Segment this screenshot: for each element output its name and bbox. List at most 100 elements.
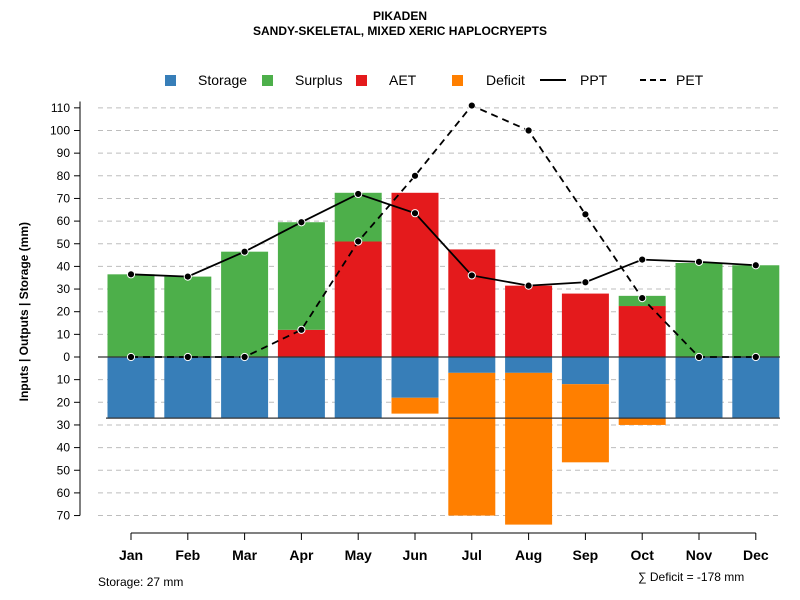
bar-aet-apr — [277, 329, 325, 357]
x-tick-label-nov: Nov — [686, 547, 713, 563]
point-ppt-nov — [694, 257, 704, 266]
legend-label-surplus: Surplus — [295, 72, 343, 88]
point-ppt-jul — [467, 271, 476, 280]
point-ppt-jan — [126, 270, 136, 279]
point-pet-mar — [240, 352, 249, 362]
y-tick-label: 40 — [57, 259, 71, 273]
bar-storage-dec — [732, 357, 780, 419]
legend-label-deficit: Deficit — [486, 72, 525, 88]
x-tick-label-oct: Oct — [631, 547, 655, 563]
line-ppt — [130, 192, 756, 287]
bar-aet-may — [334, 241, 382, 357]
legend-swatch-storage — [165, 74, 176, 86]
legend-swatch-deficit — [452, 74, 463, 86]
point-ppt-sep — [581, 278, 590, 287]
bar-storage-feb — [164, 357, 212, 419]
point-pet-dec — [751, 352, 760, 362]
bar-surplus-mar — [221, 251, 269, 357]
x-tick-label-sep: Sep — [573, 547, 599, 563]
y-tick-label: 100 — [50, 124, 70, 138]
x-tick-label-aug: Aug — [515, 547, 542, 563]
deficit-total: ∑ Deficit = -178 mm — [638, 570, 745, 584]
point-pet-may — [354, 237, 363, 246]
point-pet-sep — [581, 210, 590, 219]
legend-label-ppt: PPT — [580, 72, 608, 88]
bar-aet-oct — [618, 306, 666, 357]
y-tick-label: 70 — [57, 509, 71, 523]
legend-ppt: PPT — [540, 70, 607, 90]
bar-deficit-aug — [505, 372, 553, 525]
y-tick-label: 40 — [57, 441, 71, 455]
x-tick-label-dec: Dec — [743, 547, 769, 563]
x-tick-label-jul: Jul — [462, 547, 482, 563]
bar-aet-jul — [448, 249, 496, 357]
bar-storage-jul — [448, 357, 496, 373]
bar-aet-jun — [391, 192, 439, 357]
point-pet-aug — [524, 126, 533, 135]
y-tick-label: 50 — [57, 237, 71, 251]
point-pet-jun — [410, 171, 420, 180]
point-ppt-jun — [410, 209, 420, 218]
point-ppt-mar — [240, 247, 249, 256]
x-tick-label-jan: Jan — [119, 547, 143, 563]
point-ppt-aug — [524, 281, 533, 290]
x-tick-label-jun: Jun — [403, 547, 428, 563]
bar-surplus-apr — [277, 222, 325, 330]
point-pet-nov — [694, 352, 704, 362]
point-ppt-apr — [297, 218, 306, 227]
bar-surplus-feb — [164, 276, 212, 357]
bar-surplus-dec — [732, 265, 780, 357]
legend-label-aet: AET — [389, 72, 417, 88]
bar-storage-nov — [675, 357, 723, 419]
y-tick-label: 90 — [57, 146, 71, 160]
bar-deficit-sep — [561, 384, 609, 463]
y-tick-label: 0 — [63, 350, 70, 364]
point-pet-oct — [638, 294, 647, 303]
x-tick-label-apr: Apr — [289, 547, 314, 563]
x-tick-label-may: May — [345, 547, 372, 563]
bar-deficit-jun — [391, 397, 439, 414]
bar-storage-oct — [618, 357, 666, 419]
legend-label-storage: Storage — [198, 72, 248, 88]
line-pet — [131, 104, 756, 358]
y-tick-label: 70 — [57, 191, 71, 205]
legend-swatch-surplus — [262, 74, 273, 86]
y-tick-label: 10 — [57, 327, 71, 341]
point-ppt-dec — [751, 261, 760, 270]
legend-line-ppt — [540, 79, 566, 81]
point-pet-feb — [183, 352, 192, 362]
storage-note: Storage: 27 mm — [98, 575, 184, 589]
legend-deficit: Deficit — [452, 70, 525, 90]
point-ppt-feb — [183, 272, 192, 281]
bar-surplus-jan — [107, 274, 155, 357]
bar-storage-mar — [221, 357, 269, 419]
x-tick-label-feb: Feb — [175, 547, 200, 563]
bar-storage-sep — [561, 357, 609, 385]
y-tick-label: 10 — [57, 373, 71, 387]
y-tick-label: 50 — [57, 463, 71, 477]
bar-storage-jan — [107, 357, 155, 419]
bar-storage-aug — [505, 357, 553, 373]
bar-storage-may — [334, 357, 382, 419]
y-tick-label: 60 — [57, 214, 71, 228]
chart-subtitle: SANDY-SKELETAL, MIXED XERIC HAPLOCRYEPTS — [252, 24, 548, 38]
y-axis-label: Inputs | Outputs | Storage (mm) — [17, 222, 31, 401]
bar-surplus-nov — [675, 263, 723, 357]
legend-line-pet — [640, 79, 666, 81]
point-ppt-may — [354, 189, 363, 199]
bar-aet-sep — [561, 293, 609, 357]
legend-label-pet: PET — [676, 72, 704, 88]
y-tick-label: 20 — [57, 305, 71, 319]
chart-title: PIKADEN — [372, 9, 427, 23]
y-tick-label: 20 — [57, 395, 71, 409]
y-tick-label: 110 — [51, 101, 70, 115]
bar-storage-jun — [391, 357, 439, 398]
y-tick-label: 60 — [57, 486, 71, 500]
y-tick-label: 80 — [57, 169, 71, 183]
legend: Storage Surplus AET Deficit PPT PET — [0, 70, 800, 90]
bar-deficit-jul — [448, 372, 496, 516]
bar-aet-aug — [505, 285, 553, 357]
legend-aet: AET — [356, 70, 416, 90]
y-tick-label: 30 — [57, 282, 71, 296]
